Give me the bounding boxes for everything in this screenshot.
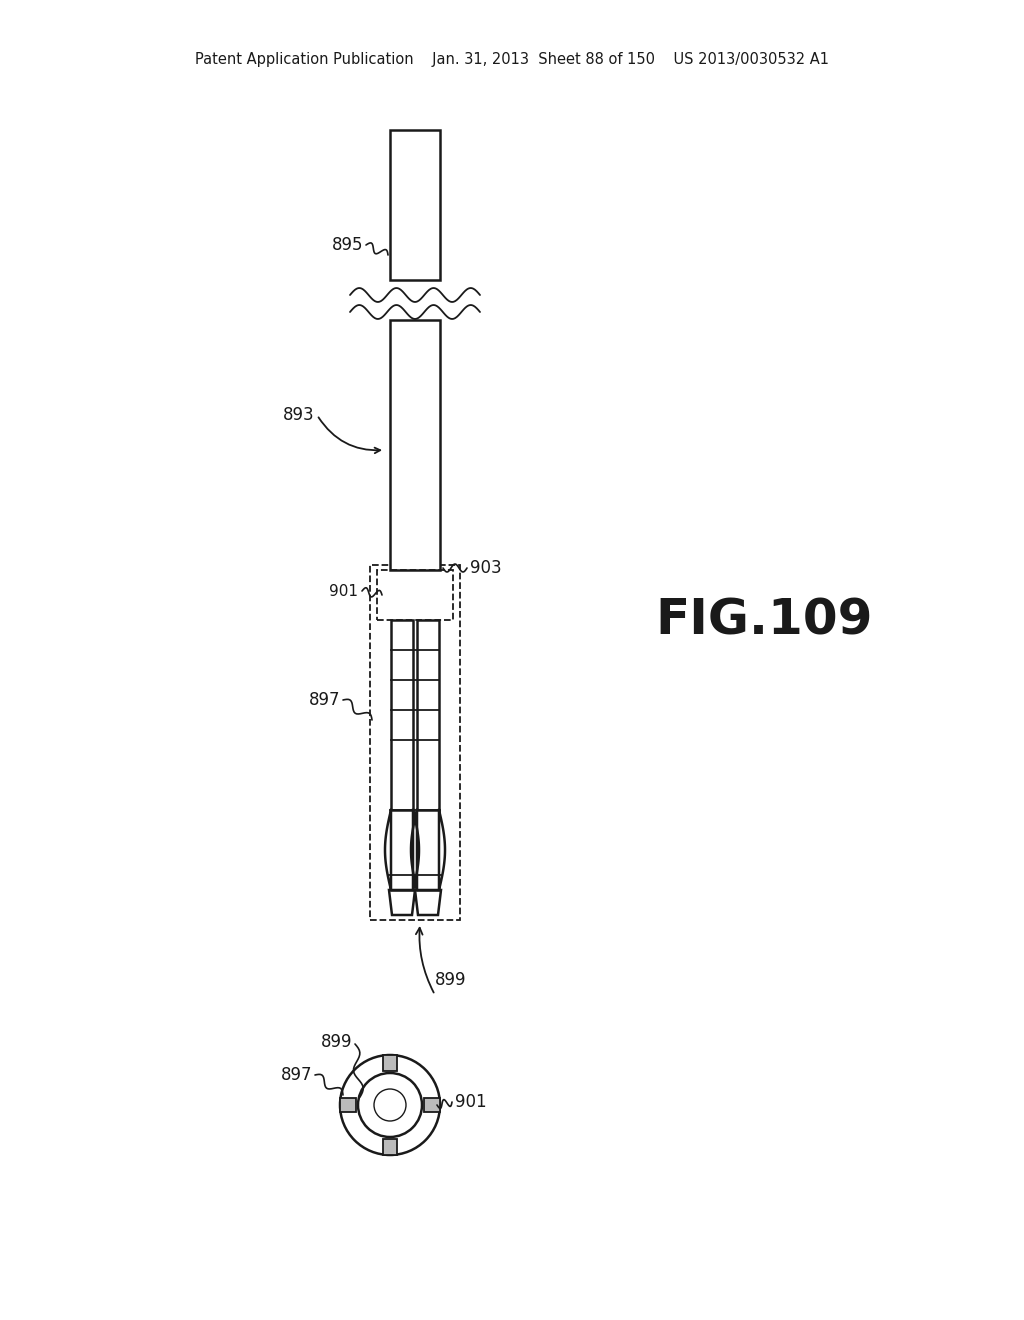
- Text: 897: 897: [308, 690, 340, 709]
- Polygon shape: [389, 890, 415, 915]
- Text: FIG.109: FIG.109: [655, 597, 872, 644]
- Bar: [383, 1055, 397, 1071]
- Polygon shape: [415, 890, 441, 915]
- Bar: [383, 1139, 397, 1155]
- Bar: [340, 1098, 356, 1111]
- Bar: [370, 565, 460, 920]
- Text: 899: 899: [321, 1034, 352, 1051]
- Polygon shape: [385, 810, 419, 890]
- Text: 893: 893: [284, 407, 315, 424]
- Bar: [424, 1098, 440, 1111]
- Circle shape: [340, 1055, 440, 1155]
- Polygon shape: [411, 810, 445, 890]
- Bar: [390, 319, 440, 570]
- Text: 903: 903: [470, 558, 502, 577]
- Circle shape: [374, 1089, 406, 1121]
- Text: 895: 895: [332, 236, 362, 253]
- Text: 897: 897: [281, 1067, 312, 1084]
- Bar: [377, 570, 453, 620]
- Text: 899: 899: [435, 972, 467, 989]
- Text: 901: 901: [455, 1093, 486, 1111]
- Bar: [417, 620, 439, 810]
- Circle shape: [358, 1073, 422, 1137]
- Text: 901: 901: [329, 585, 358, 599]
- Bar: [391, 620, 413, 810]
- Text: Patent Application Publication    Jan. 31, 2013  Sheet 88 of 150    US 2013/0030: Patent Application Publication Jan. 31, …: [195, 51, 829, 67]
- Bar: [390, 129, 440, 280]
